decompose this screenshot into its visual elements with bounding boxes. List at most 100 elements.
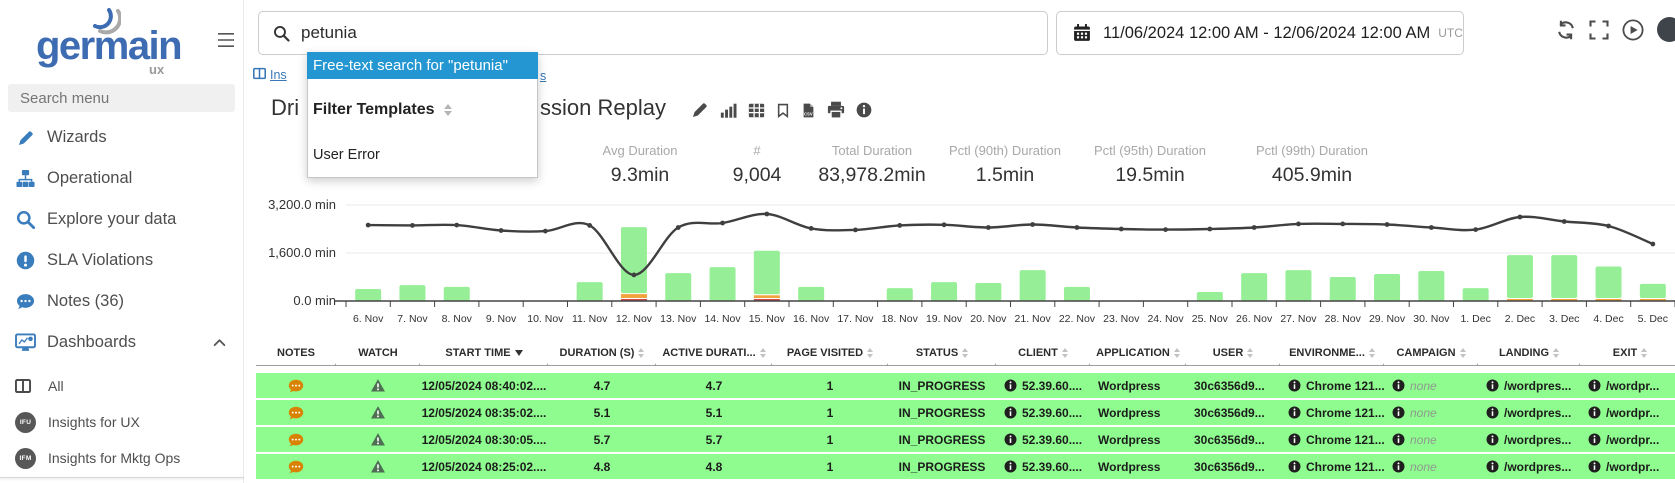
info-icon[interactable] bbox=[1004, 406, 1017, 419]
session-row[interactable]: 12/05/2024 08:40:02.... 4.7 4.7 1 IN_PROGRES… bbox=[256, 373, 1675, 398]
sidebar-subitem-insights-for-ux[interactable]: IFU Insights for UX bbox=[0, 404, 243, 440]
search-input[interactable] bbox=[299, 22, 1047, 44]
column-resize-handle[interactable]: ∕∕ bbox=[1183, 361, 1186, 366]
column-header-active-durati[interactable]: ACTIVE DURATI... ∕∕ bbox=[656, 340, 772, 366]
info-icon[interactable] bbox=[1392, 460, 1405, 473]
note-comment-icon[interactable] bbox=[288, 378, 304, 394]
info-icon[interactable] bbox=[1392, 406, 1405, 419]
chevron-up-icon[interactable] bbox=[212, 335, 227, 350]
filter-template-item[interactable]: User Error bbox=[313, 147, 380, 163]
fullscreen-icon[interactable] bbox=[1589, 19, 1609, 40]
sidebar-item-dashboards[interactable]: Dashboards bbox=[0, 322, 243, 363]
column-header-user[interactable]: USER ∕∕ bbox=[1186, 340, 1280, 366]
info-icon[interactable] bbox=[1486, 433, 1499, 446]
sidebar-search-input[interactable] bbox=[8, 84, 235, 112]
sort-arrows-icon[interactable] bbox=[1061, 347, 1068, 358]
session-row[interactable]: 12/05/2024 08:25:02.... 4.8 4.8 1 IN_PROGRES… bbox=[256, 454, 1675, 479]
info-icon[interactable] bbox=[856, 102, 872, 118]
global-search-box[interactable] bbox=[258, 11, 1048, 55]
sort-arrows-icon[interactable] bbox=[1459, 347, 1466, 358]
column-resize-handle[interactable]: ∕∕ bbox=[1087, 361, 1090, 366]
watch-warning-icon[interactable] bbox=[370, 405, 386, 420]
sidebar-subitem-all[interactable]: All bbox=[0, 368, 243, 404]
sidebar-item-operational[interactable]: Operational bbox=[0, 158, 243, 199]
breadcrumb-suffix[interactable]: s bbox=[540, 69, 547, 83]
info-icon[interactable] bbox=[1288, 406, 1301, 419]
watch-warning-icon[interactable] bbox=[370, 378, 386, 393]
column-header-watch[interactable]: WATCH ∕∕ bbox=[336, 340, 420, 366]
sort-arrows-icon[interactable] bbox=[867, 347, 874, 358]
info-icon[interactable] bbox=[1486, 460, 1499, 473]
free-text-search-option[interactable]: Free-text search for "petunia" bbox=[307, 52, 538, 79]
watch-warning-icon[interactable] bbox=[370, 432, 386, 447]
sort-desc-icon[interactable] bbox=[514, 349, 523, 356]
info-icon[interactable] bbox=[1588, 460, 1601, 473]
sidebar-item-wizards[interactable]: Wizards bbox=[0, 117, 243, 158]
sort-arrows-icon[interactable] bbox=[1368, 347, 1375, 358]
info-icon[interactable] bbox=[1588, 379, 1601, 392]
play-icon[interactable] bbox=[1622, 18, 1644, 41]
column-header-start-time[interactable]: START TIME ∕∕ bbox=[420, 340, 548, 366]
column-resize-handle[interactable]: ∕∕ bbox=[993, 361, 996, 366]
sort-arrows-icon[interactable] bbox=[1641, 347, 1648, 358]
info-icon[interactable] bbox=[1392, 379, 1405, 392]
date-range-picker[interactable]: 11/06/2024 12:00 AM - 12/06/2024 12:00 A… bbox=[1056, 11, 1464, 55]
info-icon[interactable] bbox=[1588, 433, 1601, 446]
hamburger-menu-icon[interactable] bbox=[217, 32, 235, 48]
info-icon[interactable] bbox=[1486, 406, 1499, 419]
column-header-application[interactable]: APPLICATION ∕∕ bbox=[1090, 340, 1186, 366]
sidebar-item-sla-violations[interactable]: SLA Violations bbox=[0, 240, 243, 281]
sidebar-subitem-insights-for-mktg-ops[interactable]: IFM Insights for Mktg Ops bbox=[0, 440, 243, 476]
column-resize-handle[interactable]: ∕∕ bbox=[417, 361, 420, 366]
sort-arrows-icon[interactable] bbox=[962, 347, 969, 358]
info-icon[interactable] bbox=[1004, 379, 1017, 392]
sort-arrows-icon[interactable] bbox=[638, 347, 645, 358]
file-csv-icon[interactable]: CSV bbox=[801, 102, 816, 119]
session-row[interactable]: 12/05/2024 08:35:02.... 5.1 5.1 1 IN_PROGRES… bbox=[256, 400, 1675, 425]
column-header-exit[interactable]: EXIT ∕∕ bbox=[1580, 340, 1675, 366]
bookmark-icon[interactable] bbox=[776, 102, 790, 119]
column-resize-handle[interactable]: ∕∕ bbox=[769, 361, 772, 366]
sidebar-item-notes-36[interactable]: Notes (36) bbox=[0, 281, 243, 322]
column-header-page-visited[interactable]: PAGE VISITED ∕∕ bbox=[772, 340, 888, 366]
chart-bars-icon[interactable] bbox=[720, 102, 737, 119]
sort-arrows-icon[interactable] bbox=[1247, 347, 1254, 358]
info-icon[interactable] bbox=[1486, 379, 1499, 392]
refresh-icon[interactable] bbox=[1556, 20, 1576, 40]
column-resize-handle[interactable]: ∕∕ bbox=[1277, 361, 1280, 366]
timezone-label[interactable]: UTC bbox=[1438, 26, 1463, 40]
column-header-environme[interactable]: ENVIRONME... ∕∕ bbox=[1280, 340, 1384, 366]
column-resize-handle[interactable]: ∕∕ bbox=[545, 361, 548, 366]
pen-icon[interactable] bbox=[691, 101, 709, 119]
info-icon[interactable] bbox=[1004, 460, 1017, 473]
watch-warning-icon[interactable] bbox=[370, 459, 386, 474]
column-header-client[interactable]: CLIENT ∕∕ bbox=[996, 340, 1090, 366]
info-icon[interactable] bbox=[1288, 379, 1301, 392]
column-resize-handle[interactable]: ∕∕ bbox=[1577, 361, 1580, 366]
column-header-status[interactable]: STATUS ∕∕ bbox=[888, 340, 996, 366]
breadcrumb[interactable]: Ins bbox=[253, 67, 287, 83]
note-comment-icon[interactable] bbox=[288, 405, 304, 421]
sort-arrows-icon[interactable] bbox=[1173, 347, 1180, 358]
note-comment-icon[interactable] bbox=[288, 459, 304, 475]
sort-arrows-icon[interactable] bbox=[759, 347, 766, 358]
column-resize-handle[interactable]: ∕∕ bbox=[333, 361, 336, 366]
column-resize-handle[interactable]: ∕∕ bbox=[885, 361, 888, 366]
info-icon[interactable] bbox=[1288, 433, 1301, 446]
info-icon[interactable] bbox=[1288, 460, 1301, 473]
column-header-landing[interactable]: LANDING ∕∕ bbox=[1478, 340, 1580, 366]
sort-arrows-icon[interactable] bbox=[1553, 347, 1560, 358]
column-header-duration-s[interactable]: DURATION (S) ∕∕ bbox=[548, 340, 656, 366]
avatar-icon[interactable] bbox=[1657, 17, 1675, 42]
column-header-campaign[interactable]: CAMPAIGN ∕∕ bbox=[1384, 340, 1478, 366]
printer-icon[interactable] bbox=[827, 101, 845, 119]
column-resize-handle[interactable]: ∕∕ bbox=[653, 361, 656, 366]
info-icon[interactable] bbox=[1004, 433, 1017, 446]
note-comment-icon[interactable] bbox=[288, 432, 304, 448]
filter-templates-header[interactable]: Filter Templates bbox=[313, 101, 452, 119]
breadcrumb-link[interactable]: Ins bbox=[270, 68, 287, 82]
info-icon[interactable] bbox=[1392, 433, 1405, 446]
column-resize-handle[interactable]: ∕∕ bbox=[1475, 361, 1478, 366]
table-grid-icon[interactable] bbox=[748, 102, 765, 119]
duration-chart[interactable]: 3,200.0 min 1,600.0 min 0.0 min 6. Nov 7. No… bbox=[256, 192, 1675, 340]
